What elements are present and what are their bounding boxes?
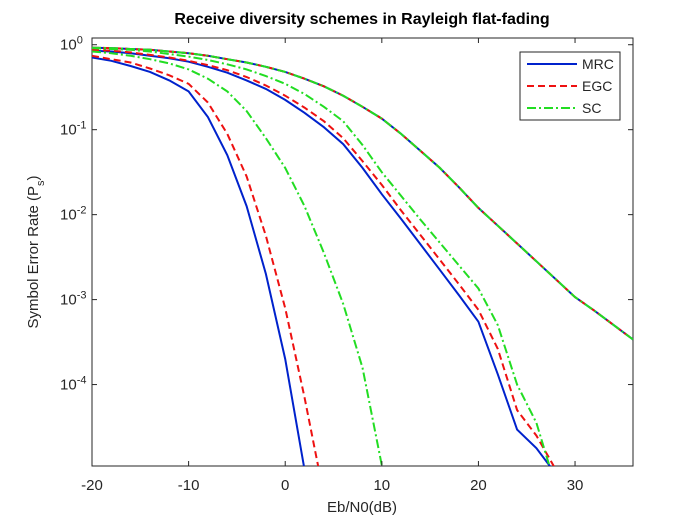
series-line — [92, 48, 555, 466]
y-tick-label: 10-1 — [60, 120, 86, 139]
series-line — [92, 56, 305, 466]
y-axis-label: Symbol Error Rate (Ps) — [25, 175, 47, 328]
x-tick-label: 20 — [470, 477, 487, 494]
y-tick-label: 10-3 — [60, 290, 86, 309]
chart-title: Receive diversity schemes in Rayleigh fl… — [174, 11, 549, 28]
plot-lines — [92, 46, 633, 466]
y-tick-label: 10-2 — [60, 205, 86, 224]
x-tick-label: -20 — [81, 477, 103, 494]
x-tick-label: 0 — [281, 477, 289, 494]
y-tick-label: 100 — [60, 35, 83, 54]
legend-label: MRC — [582, 56, 614, 72]
series-line — [92, 46, 633, 341]
series-line — [92, 50, 383, 466]
series-line — [92, 47, 551, 466]
x-tick-label: -10 — [178, 477, 200, 494]
x-axis-label: Eb/N0(dB) — [327, 499, 397, 516]
x-tick-label: 10 — [373, 477, 390, 494]
legend-label: SC — [582, 100, 601, 116]
y-tick-label: 10-4 — [60, 375, 86, 394]
x-tick-label: 30 — [567, 477, 584, 494]
legend-label: EGC — [582, 78, 612, 94]
series-line — [92, 54, 320, 466]
